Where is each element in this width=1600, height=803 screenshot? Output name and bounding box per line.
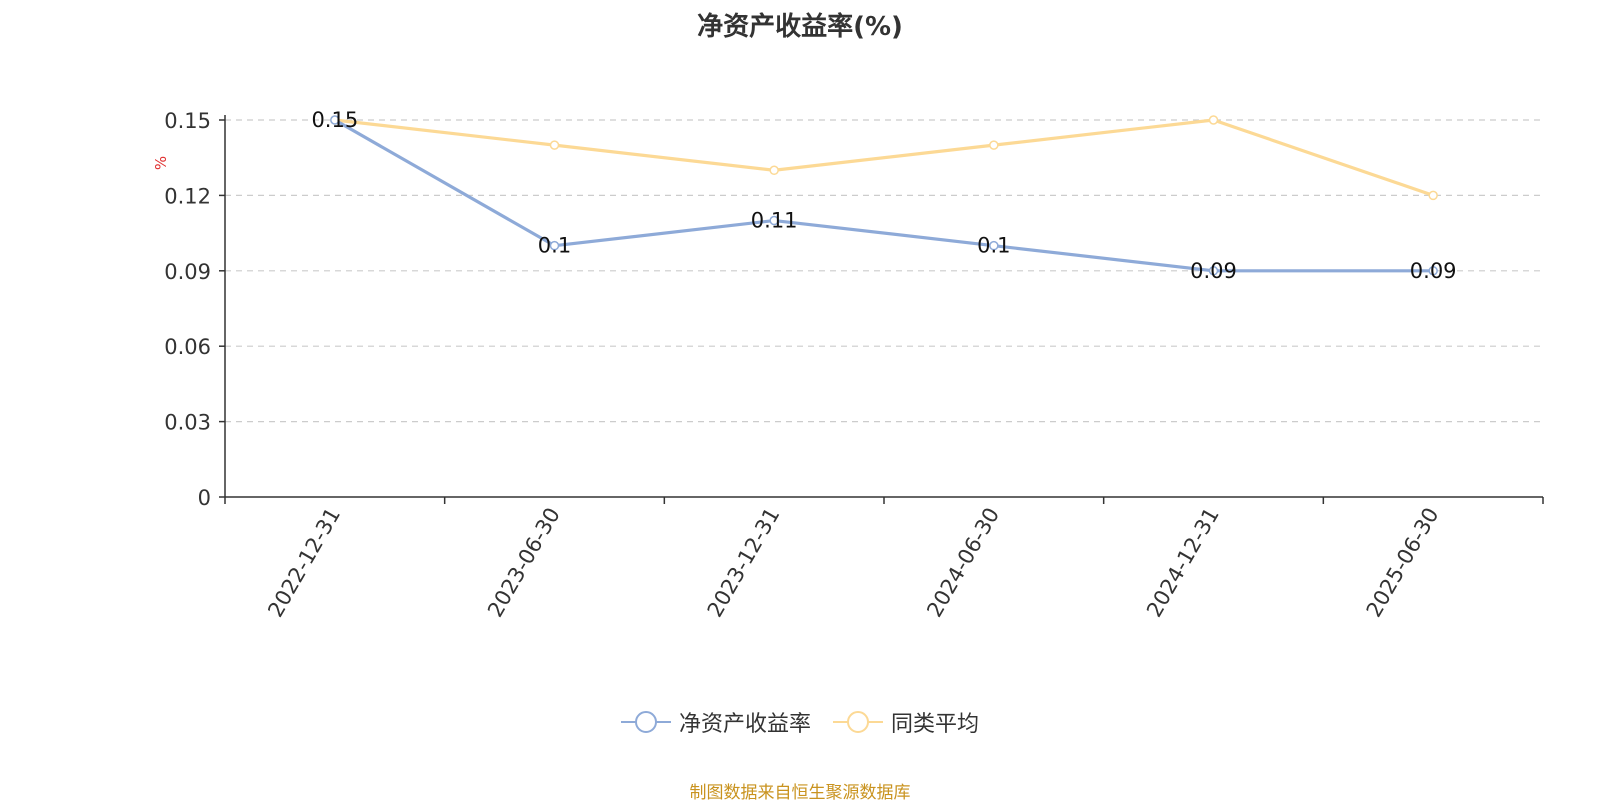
data-point[interactable] (769, 165, 779, 176)
data-point[interactable] (549, 240, 560, 251)
data-point[interactable] (1428, 266, 1438, 276)
y-tick-label: 0.12 (164, 184, 211, 208)
data-point[interactable] (989, 140, 999, 150)
x-tick-label: 2023-12-31 (703, 504, 785, 622)
data-point[interactable] (1208, 115, 1219, 125)
data-label: 0.15 (311, 108, 358, 132)
series-line (334, 118, 1434, 273)
legend-item-roe[interactable]: 净资产收益率 (620, 706, 811, 738)
x-tick-label: 2025-06-30 (1362, 504, 1444, 622)
series-lines (330, 115, 1438, 276)
data-labels: 0.15 0.1 0.11 0.1 0.09 0.09 (311, 108, 1456, 283)
legend-item-peer-average[interactable]: 同类平均 (833, 706, 979, 738)
y-tick-labels: 0 0.03 0.06 0.09 0.12 0.15 (164, 109, 211, 510)
axes (219, 115, 1544, 504)
series-line (334, 118, 1434, 197)
data-point[interactable] (769, 215, 779, 226)
source-note: 制图数据来自恒生聚源数据库 (689, 783, 911, 803)
data-point[interactable] (1428, 190, 1438, 201)
data-point[interactable] (330, 115, 340, 125)
data-label: 0.11 (751, 209, 798, 233)
legend-label-peer-average: 同类平均 (891, 712, 980, 737)
legend: 净资产收益率 同类平均 (0, 706, 1600, 738)
legend-line-circle-icon (620, 711, 671, 733)
y-tick-label: 0 (198, 486, 211, 510)
x-tick-label: 2024-06-30 (922, 503, 1004, 621)
data-label: 0.09 (1410, 259, 1457, 283)
data-point[interactable] (989, 240, 999, 251)
data-point[interactable] (549, 140, 560, 150)
data-label: 0.1 (538, 234, 571, 258)
y-tick-label: 0.06 (164, 335, 211, 359)
data-label: 0.09 (1190, 259, 1237, 283)
x-tick-label: 2023-06-30 (483, 504, 565, 622)
chart-title: 净资产收益率(%) (697, 12, 903, 42)
legend-label-roe: 净资产收益率 (678, 712, 811, 737)
data-label: 0.1 (977, 234, 1010, 258)
x-tick-labels: 2022-12-31 2023-06-30 2023-12-31 2024-06-30… (263, 503, 1443, 621)
legend-line-circle-icon (833, 711, 883, 733)
y-tick-label: 0.09 (164, 260, 211, 284)
x-tick-label: 2022-12-31 (263, 504, 345, 622)
y-tick-label: 0.15 (164, 109, 211, 133)
data-point[interactable] (1208, 266, 1219, 276)
y-tick-label: 0.03 (164, 411, 211, 435)
x-tick-label: 2024-12-31 (1142, 504, 1224, 622)
y-axis-label: % (152, 156, 170, 170)
